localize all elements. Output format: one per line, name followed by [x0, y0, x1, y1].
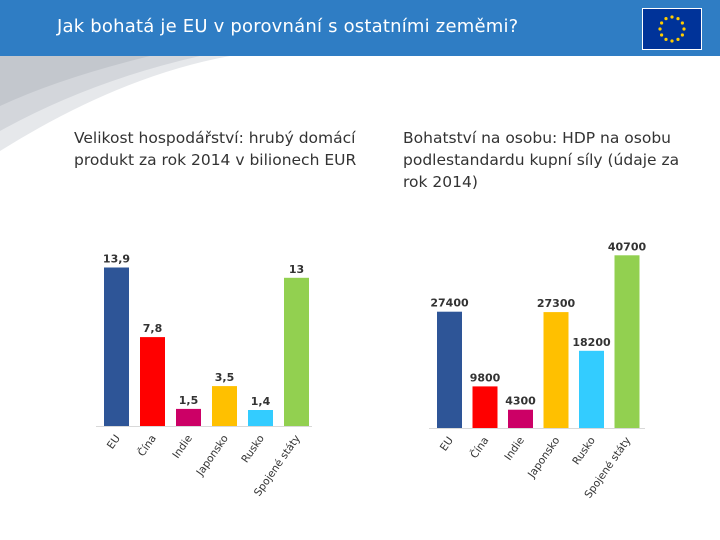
x-tick-label: EU: [438, 435, 456, 454]
bar-5: [248, 410, 273, 426]
bar-3: [176, 408, 201, 426]
data-label: 3,5: [215, 371, 235, 384]
data-label: 7,8: [143, 322, 163, 335]
flag-star-icon: [664, 17, 668, 21]
bar-1: [437, 311, 462, 428]
data-label: 40700: [608, 240, 647, 253]
x-tick-label: Japonsko: [525, 435, 562, 481]
flag-star-icon: [660, 33, 664, 37]
flag-star-icon: [676, 17, 680, 21]
header-bar: Jak bohatá je EU v porovnání s ostatními…: [0, 0, 720, 56]
x-tick-label: Indie: [502, 435, 527, 463]
flag-star-icon: [658, 27, 662, 31]
data-label: 9800: [470, 371, 501, 384]
bar-4: [543, 312, 569, 428]
flag-star-icon: [676, 37, 680, 41]
x-tick-label: Čína: [135, 432, 159, 459]
flag-star-icon: [680, 33, 684, 37]
flag-star-icon: [664, 37, 668, 41]
gdp-bar-chart: 13,9 EU 7,8 Čína 1,5 Indie 3,5 Japonsko 1,4 Rusko…: [96, 253, 312, 499]
left-chart-caption: Velikost hospodářství: hrubý domácí prod…: [74, 129, 357, 169]
data-label: 1,5: [179, 394, 199, 407]
flag-star-icon: [660, 21, 664, 25]
bar-4: [212, 386, 237, 426]
x-tick-label: Japonsko: [194, 433, 231, 479]
flag-star-icon: [670, 39, 674, 43]
x-tick-label: Indie: [170, 433, 195, 461]
x-tick-label: Rusko: [570, 435, 598, 467]
bar-3: [508, 409, 533, 428]
flag-star-icon: [682, 27, 686, 31]
data-label: 13,9: [103, 253, 130, 266]
data-label: 13: [289, 263, 304, 276]
x-tick-label: Rusko: [239, 433, 267, 465]
right-chart-caption: Bohatství na osobu: HDP na osobu podlest…: [403, 129, 680, 191]
bar-1: [104, 267, 129, 426]
data-label: 27400: [430, 297, 469, 310]
bar-6: [284, 277, 309, 426]
page-title: Jak bohatá je EU v porovnání s ostatními…: [57, 16, 519, 37]
bar-6: [614, 255, 640, 428]
bar-2: [472, 386, 498, 428]
data-label: 18200: [572, 336, 611, 349]
data-label: 27300: [537, 297, 576, 310]
data-label: 1,4: [251, 395, 271, 408]
bar-5: [579, 350, 604, 428]
gdp-per-capita-bar-chart: 27400 EU 9800 Čína 4300 Indie 27300 Japonsko 182…: [429, 240, 647, 501]
decorative-swoosh: [0, 56, 230, 151]
flag-star-icon: [670, 15, 674, 19]
bar-2: [140, 337, 165, 426]
eu-flag-icon: [642, 8, 702, 50]
x-tick-label: Čína: [467, 434, 491, 461]
flag-star-icon: [680, 21, 684, 25]
data-label: 4300: [505, 395, 536, 408]
x-tick-label: EU: [105, 433, 123, 452]
